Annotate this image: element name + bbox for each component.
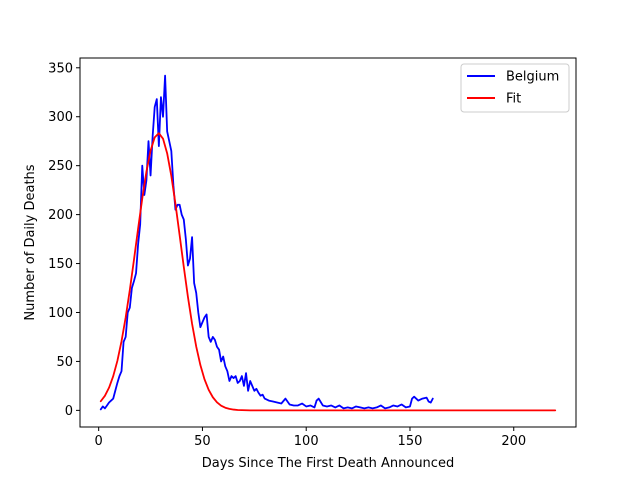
- y-tick-label: 200: [48, 208, 73, 223]
- y-tick-label: 250: [48, 159, 73, 174]
- x-tick-label: 150: [398, 434, 423, 449]
- series-line-belgium: [99, 74, 434, 411]
- x-tick-label: 100: [294, 434, 319, 449]
- y-tick-label: 350: [48, 61, 73, 76]
- y-axis-label: Number of Daily Deaths: [23, 164, 38, 320]
- y-tick-label: 150: [48, 257, 73, 272]
- legend-label-fit: Fit: [506, 92, 521, 107]
- x-axis-label: Days Since The First Death Announced: [202, 456, 454, 471]
- plot-area: [80, 58, 576, 427]
- legend: Belgium Fit: [460, 63, 570, 113]
- tick-layer: 0 50 100 150 200 0 50 100 150 200 250 300 350: [48, 61, 526, 449]
- series-line-fit: [99, 132, 557, 412]
- y-tick-label: 300: [48, 110, 73, 125]
- series-layer: [99, 74, 557, 412]
- y-tick-label: 0: [65, 404, 73, 419]
- plot-frame: [79, 57, 577, 428]
- x-tick-label: 0: [95, 434, 103, 449]
- y-tick-label: 100: [48, 306, 73, 321]
- y-tick-label: 50: [56, 355, 73, 370]
- x-tick-label: 200: [501, 434, 526, 449]
- legend-label-belgium: Belgium: [506, 70, 559, 85]
- x-tick-label: 50: [194, 434, 211, 449]
